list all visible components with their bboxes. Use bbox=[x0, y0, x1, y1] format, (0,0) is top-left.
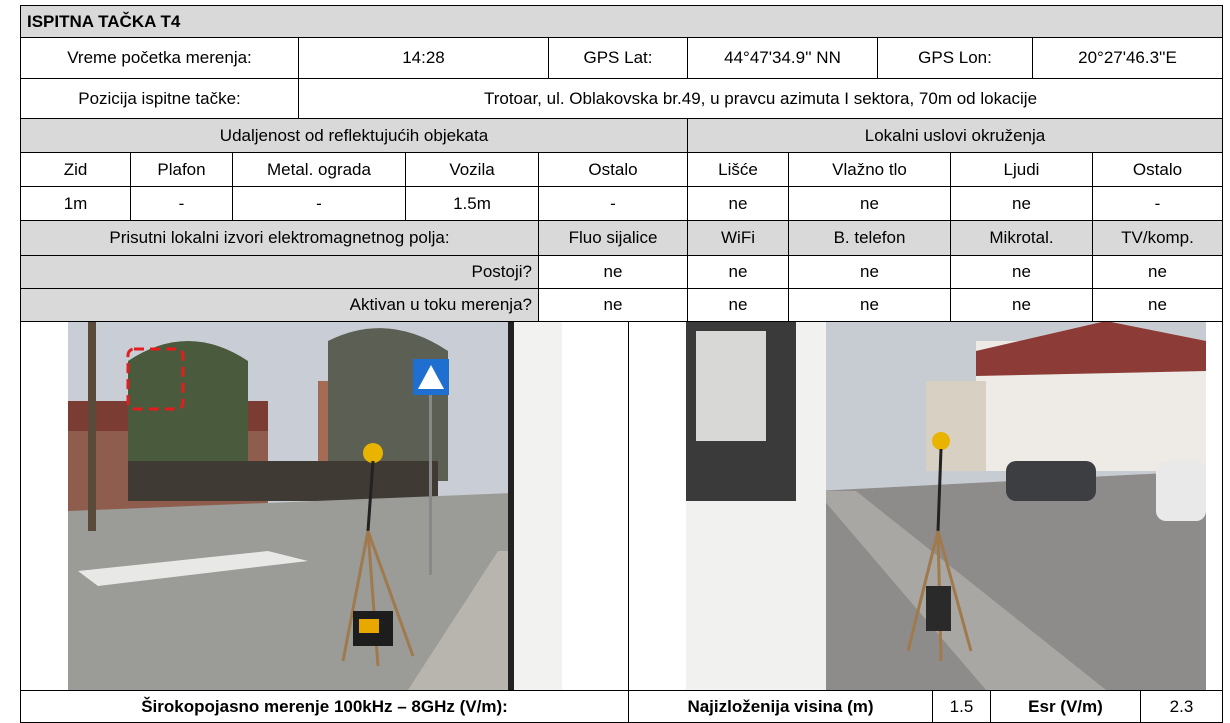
value-cell: 1.5m bbox=[405, 186, 539, 221]
column-header: Ljudi bbox=[950, 152, 1093, 187]
value-cell: ne bbox=[788, 288, 951, 322]
value-cell: ne bbox=[788, 186, 951, 221]
column-header: Metal. ograda bbox=[232, 152, 406, 187]
column-header: Zid bbox=[20, 152, 131, 187]
value-cell: - bbox=[232, 186, 406, 221]
column-header: Ostalo bbox=[1092, 152, 1223, 187]
result-label: Širokopojasno merenje 100kHz – 8GHz (V/m… bbox=[20, 690, 629, 723]
value-cell: ne bbox=[687, 288, 789, 322]
photo-left bbox=[68, 321, 562, 690]
value-cell: ne bbox=[1092, 255, 1223, 289]
result-value: 2.3 bbox=[1140, 690, 1223, 723]
value-cell: ne bbox=[1092, 288, 1223, 322]
section-header: Lokalni uslovi okruženja bbox=[687, 118, 1223, 153]
value-cell: - bbox=[1092, 186, 1223, 221]
photo-right bbox=[686, 321, 1206, 690]
column-header: TV/komp. bbox=[1092, 220, 1223, 256]
label-cell: GPS Lat: bbox=[548, 37, 688, 79]
section-header: Prisutni lokalni izvori elektromagnetnog… bbox=[20, 220, 539, 256]
result-label: Esr (V/m) bbox=[990, 690, 1141, 723]
value-cell: 14:28 bbox=[298, 37, 549, 79]
label-cell: Vreme početka merenja: bbox=[20, 37, 299, 79]
label-cell: Pozicija ispitne tačke: bbox=[20, 78, 299, 119]
section-header: Udaljenost od reflektujućih objekata bbox=[20, 118, 688, 153]
column-header: Plafon bbox=[130, 152, 233, 187]
result-label: Najizloženija visina (m) bbox=[628, 690, 933, 723]
result-value: 1.5 bbox=[932, 690, 991, 723]
label-cell: GPS Lon: bbox=[877, 37, 1033, 79]
column-header: Mikrotal. bbox=[950, 220, 1093, 256]
value-cell: ne bbox=[538, 255, 688, 289]
value-cell: 44°47'34.9'' NN bbox=[687, 37, 878, 79]
column-header: Fluo sijalice bbox=[538, 220, 688, 256]
value-cell: ne bbox=[538, 288, 688, 322]
column-header: Vlažno tlo bbox=[788, 152, 951, 187]
value-cell: ne bbox=[950, 186, 1093, 221]
value-cell: 20°27'46.3''E bbox=[1032, 37, 1223, 79]
row-label: Postoji? bbox=[20, 255, 539, 289]
value-cell: Trotoar, ul. Oblakovska br.49, u pravcu … bbox=[298, 78, 1223, 119]
value-cell: ne bbox=[687, 186, 789, 221]
value-cell: ne bbox=[950, 255, 1093, 289]
value-cell: - bbox=[538, 186, 688, 221]
row-label: Aktivan u toku merenja? bbox=[20, 288, 539, 322]
column-header: Lišće bbox=[687, 152, 789, 187]
value-cell: ne bbox=[950, 288, 1093, 322]
value-cell: ne bbox=[788, 255, 951, 289]
column-header: WiFi bbox=[687, 220, 789, 256]
value-cell: 1m bbox=[20, 186, 131, 221]
title: ISPITNA TAČKA T4 bbox=[20, 5, 1223, 38]
column-header: Ostalo bbox=[538, 152, 688, 187]
value-cell: - bbox=[130, 186, 233, 221]
column-header: Vozila bbox=[405, 152, 539, 187]
column-header: B. telefon bbox=[788, 220, 951, 256]
value-cell: ne bbox=[687, 255, 789, 289]
